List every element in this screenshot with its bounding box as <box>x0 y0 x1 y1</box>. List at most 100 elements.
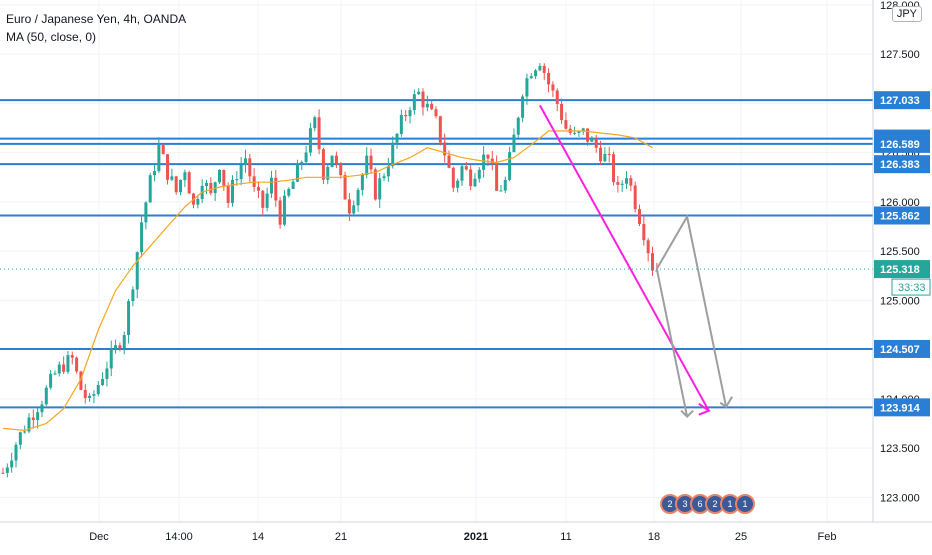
indicator-label[interactable]: MA (50, close, 0) <box>6 30 97 44</box>
candle-body <box>209 182 213 194</box>
candle-body <box>235 179 239 181</box>
candle-body <box>421 91 425 108</box>
trend-arrowhead <box>698 402 711 416</box>
candle-body <box>529 76 533 79</box>
candle-body <box>503 179 507 191</box>
candle-body <box>412 94 416 111</box>
candle-body <box>31 417 35 420</box>
candle-body <box>612 154 616 183</box>
candle-body <box>417 91 421 95</box>
candle-body <box>603 154 607 162</box>
candle-body <box>629 178 633 186</box>
candle-body <box>408 110 412 117</box>
candle-body <box>1 472 5 474</box>
candle-body <box>434 109 438 117</box>
event-marker[interactable]: 1 <box>735 494 755 514</box>
candle-body <box>274 177 278 201</box>
price-tick-label: 125.500 <box>880 246 920 258</box>
time-tick-label: 21 <box>335 531 347 543</box>
candle-body <box>92 394 96 396</box>
candle-body <box>486 154 490 159</box>
chart-legend: Euro / Japanese Yen, 4h, OANDA MA (50, c… <box>6 10 186 46</box>
candle-body <box>404 114 408 117</box>
candle-body <box>443 142 447 156</box>
candle-body <box>343 175 347 200</box>
candle-body <box>321 149 325 180</box>
price-tick-label: 126.000 <box>880 197 920 209</box>
candle-body <box>616 182 620 185</box>
candle-body <box>140 222 144 253</box>
level-badge <box>874 91 930 110</box>
time-tick-label: 14:00 <box>165 531 193 543</box>
candle-body <box>213 182 217 194</box>
candle-body <box>75 357 79 372</box>
projection-branch-arrowhead <box>680 409 694 419</box>
time-axis[interactable]: Dec 14:00 14 21 2021 11 18 25 Feb <box>89 531 836 543</box>
candlesticks <box>1 63 659 478</box>
candle-body <box>581 128 585 132</box>
candle-body <box>378 178 382 200</box>
countdown-box <box>891 278 931 296</box>
candle-body <box>144 202 148 223</box>
symbol-title[interactable]: Euro / Japanese Yen, 4h, OANDA <box>6 12 187 26</box>
currency-badge[interactable]: JPY <box>891 6 922 22</box>
candle-body <box>590 138 594 142</box>
candle-body <box>534 70 538 77</box>
candle-body <box>633 185 637 210</box>
candle-body <box>430 103 434 110</box>
candle-body <box>226 185 230 203</box>
candle-body <box>265 193 269 208</box>
candle-body <box>308 128 312 153</box>
candle-body <box>131 289 135 302</box>
candle-body <box>642 223 646 241</box>
trend-line <box>539 104 710 412</box>
current-price-label: 125.318 <box>880 264 920 276</box>
level-badge <box>874 134 930 153</box>
candle-body <box>218 169 221 183</box>
candle-body <box>508 152 512 180</box>
candle-body <box>27 417 31 432</box>
candle-body <box>44 387 48 405</box>
candle-body <box>469 169 473 187</box>
candle-body <box>291 181 295 189</box>
candle-body <box>170 176 174 180</box>
candle-body <box>438 116 442 143</box>
candle-body <box>57 364 61 374</box>
candle-body <box>365 155 369 175</box>
candle-body <box>382 176 386 179</box>
candle-body <box>70 355 74 358</box>
candle-body <box>36 412 40 420</box>
candle-body <box>516 117 520 135</box>
candle-body <box>373 169 377 200</box>
candle-body <box>460 166 464 181</box>
candle-body <box>256 186 260 191</box>
horizontal-levels <box>0 99 873 409</box>
candle-body <box>646 240 650 254</box>
level-badge-label: 124.507 <box>880 344 920 356</box>
candle-body <box>62 364 66 372</box>
candle-body <box>127 301 131 335</box>
candle-body <box>304 152 308 163</box>
time-tick-label: Feb <box>818 531 837 543</box>
candle-body <box>295 164 299 182</box>
candle-body <box>495 163 499 191</box>
price-tick-label: 128.000 <box>880 0 920 12</box>
candle-body <box>243 158 247 165</box>
candle-body <box>477 169 481 179</box>
candle-body <box>5 467 9 473</box>
time-tick-label: 25 <box>735 531 747 543</box>
candle-body <box>551 84 555 91</box>
candle-body <box>352 205 356 214</box>
candle-body <box>490 158 494 164</box>
candle-body <box>282 195 286 225</box>
level-badge <box>874 398 930 417</box>
time-tick-label: 2021 <box>464 531 488 543</box>
candle-body <box>187 172 191 194</box>
candle-body <box>114 345 118 349</box>
candle-body <box>79 371 83 390</box>
candle-body <box>599 147 603 162</box>
level-badge-label: 127.033 <box>880 95 920 107</box>
